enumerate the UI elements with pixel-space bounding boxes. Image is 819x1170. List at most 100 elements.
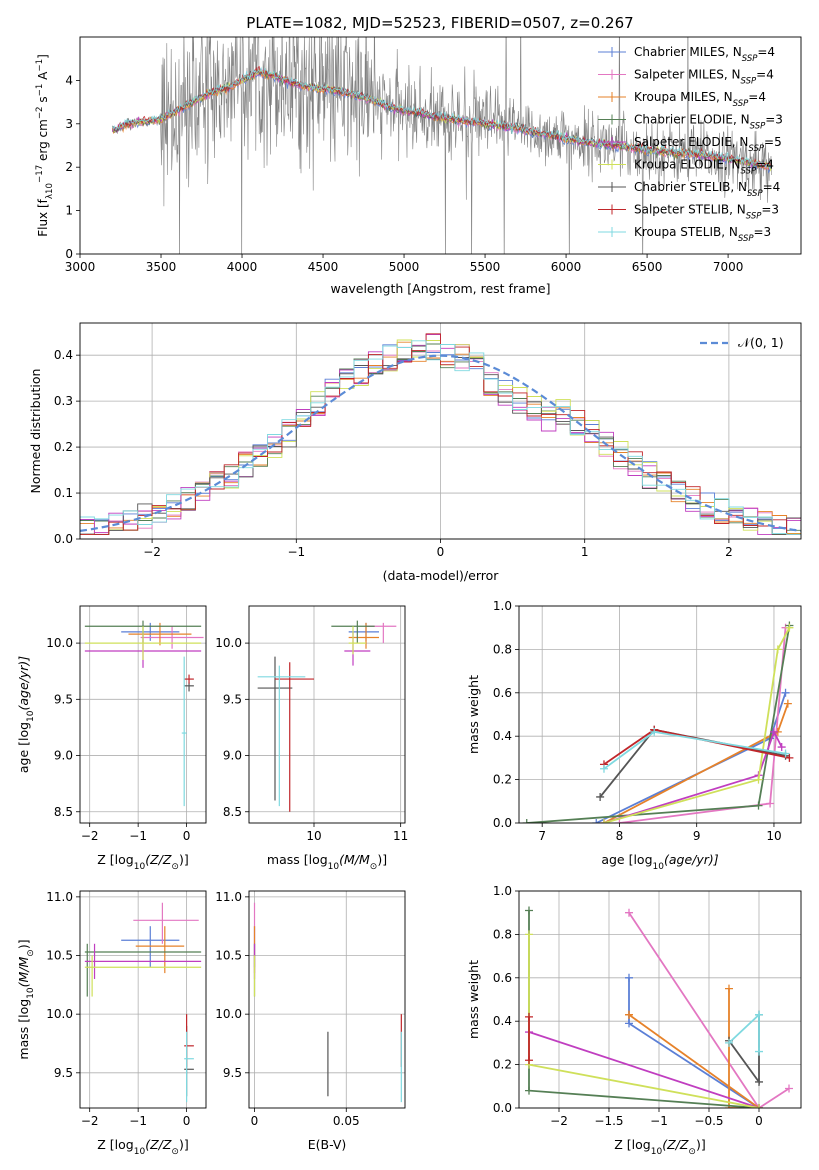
weight-marker-s_miles [766,799,775,808]
axes-frame [79,322,802,540]
y-tick-label: 10.5 [215,949,242,963]
weight-marker-s_miles [625,908,633,917]
weight-marker-s_elodie [769,727,778,736]
y-axis-label: Normed distribution [28,369,43,494]
weight-marker-k_miles [725,984,733,993]
y-tick-label: 1.0 [493,884,512,898]
figure-title: PLATE=1082, MJD=52523, FIBERID=0507, z=0… [246,14,633,32]
y-tick-label: 0.4 [493,729,512,743]
y-tick-label: 9.0 [223,749,242,763]
x-tick-label: 6000 [551,260,582,274]
y-tick-label: 1.0 [493,599,512,613]
x-tick-label: 3500 [146,260,177,274]
x-axis-label: mass [log10(M/M⊙)] [267,852,387,872]
weight-line-c_elodie [528,910,760,1108]
axes-frame [79,605,207,824]
weight-marker-k_elodie [755,1104,763,1108]
legend-label-s_miles: Salpeter MILES, NSSP=4 [634,68,774,87]
x-tick-label: 10 [306,829,321,843]
y-tick-label: 0.0 [493,816,512,830]
legend-spectrum: Chabrier MILES, NSSP=4 Salpeter MILES, NS… [598,45,783,244]
y-tick-label: 10.5 [46,949,73,963]
x-tick-label: 2 [725,545,733,559]
weight-line-s_miles [628,912,790,1108]
x-axis-label: (data-model)/error [383,568,500,583]
y-tick-label: 8.5 [223,805,242,819]
weight-marker-c_elodie [754,801,763,810]
x-tick-label: 5500 [470,260,501,274]
weight-marker-k_stelib [599,764,608,773]
x-tick-label: −2 [143,545,161,559]
x-tick-label: −1 [129,1114,147,1128]
x-tick-label: 9 [693,829,701,843]
axes-frame [518,605,802,824]
x-tick-label: 6500 [632,260,663,274]
weight-marker-k_stelib [650,727,659,736]
y-axis-label: mass weight [466,960,481,1039]
panel-mass_vs_EBV: 0 0.05 9.5 10.0 10.5 11.0 E(B-V) [215,890,406,1152]
legend-label-c_stelib: Chabrier STELIB, NSSP=4 [634,180,780,199]
panel-weight_vs_age: 7 8 9 10 0.0 0.2 0.4 0.6 0.8 1.0 age [log10(age/yr… [466,599,802,872]
weight-marker-k_elodie [754,775,763,784]
x-tick-label: 4500 [308,260,339,274]
weight-marker-k_elodie [599,819,608,823]
weight-line-c_miles [628,977,760,1108]
x-tick-label: 0.05 [333,1114,360,1128]
legend-label-k_stelib: Kroupa STELIB, NSSP=3 [634,225,771,244]
y-tick-label: 10.0 [46,1007,73,1021]
histogram-k_stelib [80,340,801,535]
y-tick-label: 0.4 [54,348,73,362]
x-tick-label: 0 [437,545,445,559]
panel-age_vs_Z: −2 −1 0 8.5 9.0 9.5 10.0 Z [log10(Z/Z⊙)] age [lo… [16,605,207,872]
y-axis-label: age [log10(age/yr)] [16,656,36,773]
x-tick-label: −1.5 [594,1114,623,1128]
x-tick-label: −2 [81,1114,99,1128]
plot-area [253,902,402,1103]
plot-area [80,333,801,535]
y-tick-label: 0.1 [54,486,73,500]
y-tick-label: 0.6 [493,686,512,700]
x-axis-label: Z [log10(Z/Z⊙)] [97,1137,188,1157]
weight-marker-s_stelib [525,1012,533,1021]
x-tick-label: 7 [538,829,546,843]
y-tick-label: 2 [65,160,73,174]
x-tick-label: 11 [393,829,408,843]
x-tick-label: 10 [766,829,781,843]
y-tick-label: 9.5 [223,692,242,706]
axes-frame [79,36,802,255]
x-axis-label: Z [log10(Z/Z⊙)] [614,1137,705,1157]
y-tick-label: 0.3 [54,394,73,408]
x-tick-label: −1 [129,829,147,843]
weight-marker-s_stelib [785,753,794,762]
plot-area [112,37,772,254]
weight-marker-k_elodie [773,645,782,654]
weight-line-c_miles [595,692,787,823]
x-axis-label: wavelength [Angstrom, rest frame] [330,281,550,296]
x-tick-label: −2 [81,829,99,843]
weight-marker-c_elodie [525,1086,533,1095]
legend-label-k_elodie: Kroupa ELODIE, NSSP=4 [634,158,774,177]
y-axis-label: mass weight [466,675,481,754]
y-tick-label: 9.5 [223,1066,242,1080]
weight-marker-c_miles [625,1019,633,1028]
y-tick-label: 0.2 [493,773,512,787]
y-tick-label: 1 [65,204,73,218]
plot-area [525,906,793,1108]
weight-marker-c_stelib [596,792,605,801]
y-tick-label: 0 [65,247,73,261]
plot-area [84,902,202,1103]
observed-spectrum-line [112,37,772,254]
weight-line-s_elodie [528,1031,760,1108]
x-axis-label: age [log10(age/yr)] [601,852,718,872]
normal-curve [80,354,801,532]
axes-frame [248,890,406,1109]
weight-marker-c_elodie [522,819,531,823]
y-tick-label: 0.8 [493,927,512,941]
y-tick-label: 11.0 [46,890,73,904]
x-tick-label: −1 [650,1114,668,1128]
weight-line-k_elodie [603,627,791,823]
y-tick-label: 10.0 [215,636,242,650]
y-tick-label: 4 [65,73,73,87]
axes-frame [79,890,207,1109]
panel-age_vs_mass: 10 11 8.5 9.0 9.5 10.0 mass [log10(M/M⊙)] [215,605,408,872]
